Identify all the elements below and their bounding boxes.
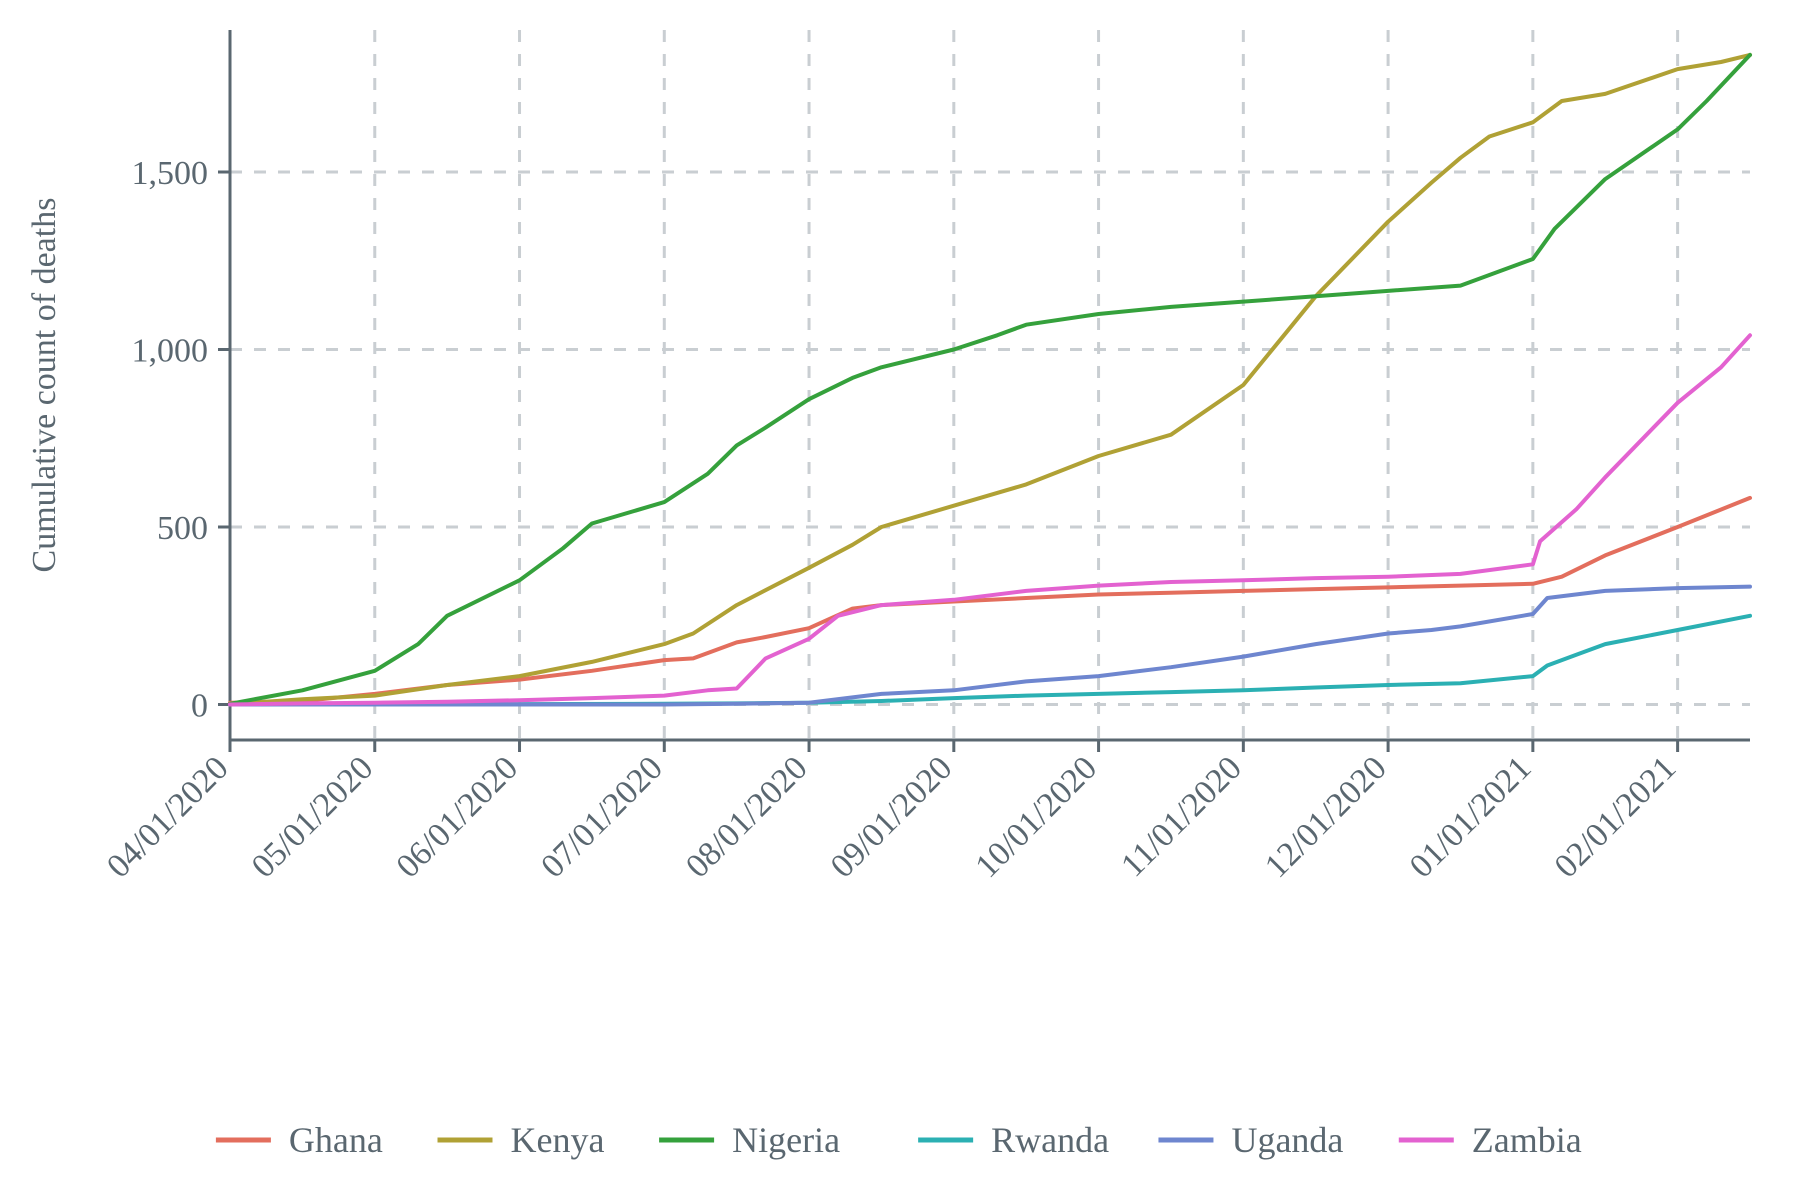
chart-svg: 05001,0001,50004/01/202005/01/202006/01/… bbox=[0, 0, 1800, 1200]
legend-label-uganda: Uganda bbox=[1231, 1120, 1343, 1160]
line-chart: 05001,0001,50004/01/202005/01/202006/01/… bbox=[0, 0, 1800, 1200]
y-tick-label: 0 bbox=[191, 688, 208, 725]
legend-label-nigeria: Nigeria bbox=[732, 1120, 840, 1160]
y-axis-label: Cumulative count of deaths bbox=[26, 198, 63, 573]
y-tick-label: 500 bbox=[157, 510, 208, 547]
y-tick-label: 1,500 bbox=[132, 155, 209, 192]
legend-label-rwanda: Rwanda bbox=[991, 1120, 1109, 1160]
legend-label-kenya: Kenya bbox=[511, 1120, 605, 1160]
legend-label-ghana: Ghana bbox=[289, 1120, 383, 1160]
y-tick-label: 1,000 bbox=[132, 333, 209, 370]
legend-label-zambia: Zambia bbox=[1472, 1120, 1582, 1160]
